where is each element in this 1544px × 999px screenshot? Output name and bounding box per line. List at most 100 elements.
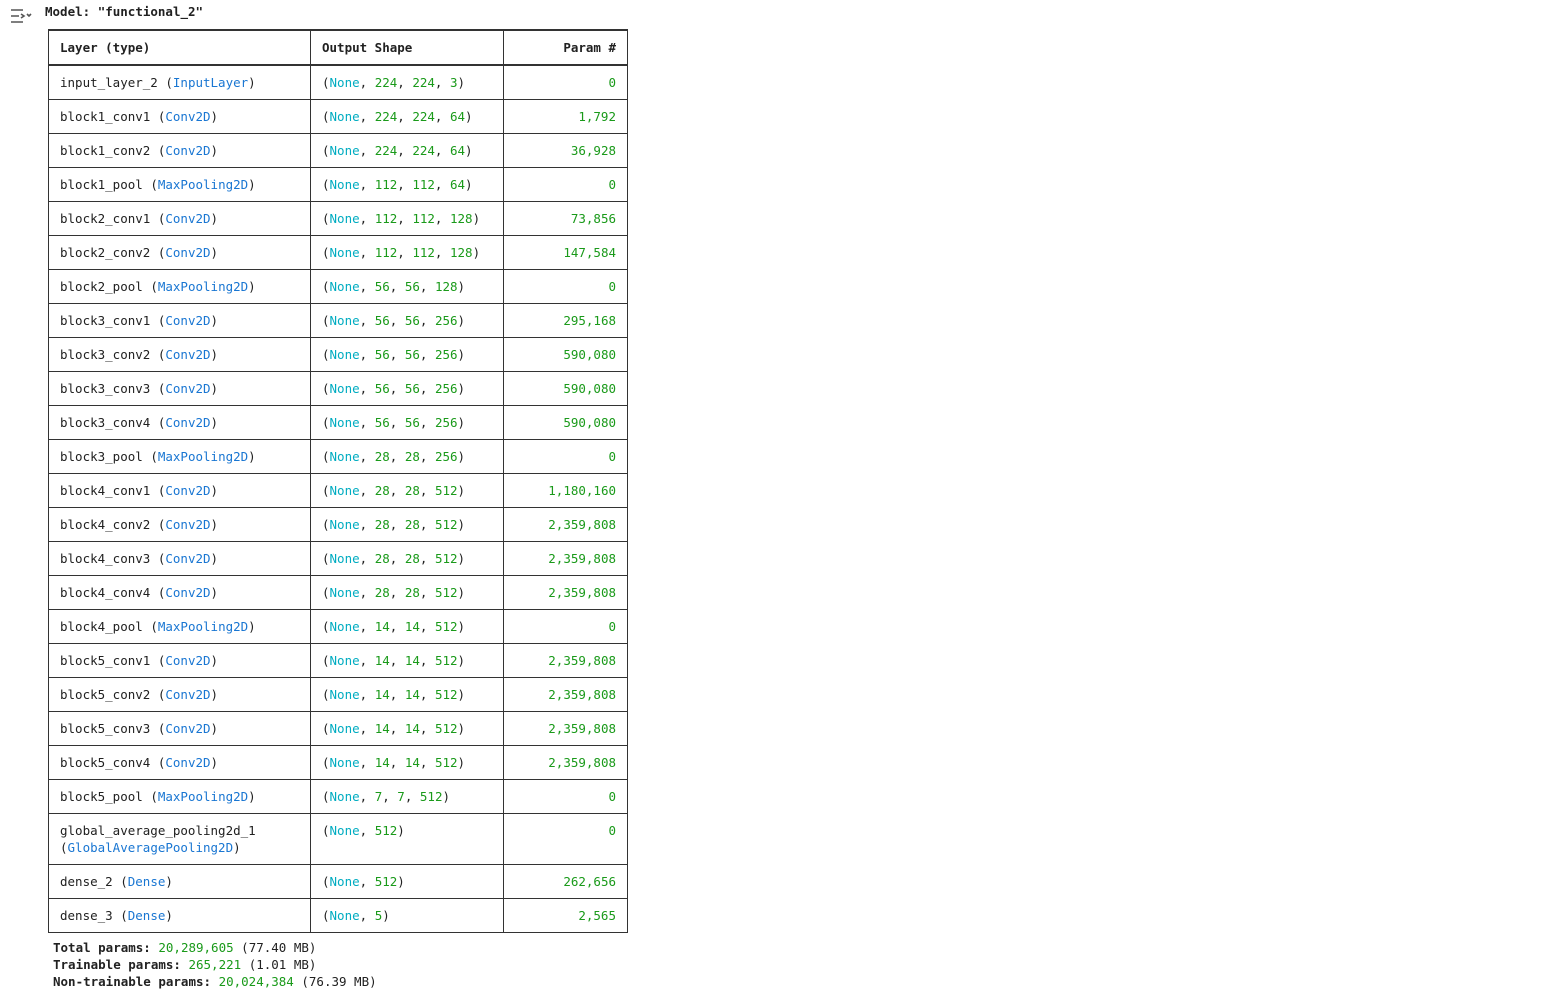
punct: ) (210, 483, 219, 498)
shape-dim: None (329, 381, 360, 396)
punct: ) (457, 551, 466, 566)
punct: ( (322, 279, 330, 294)
punct: ( (322, 381, 330, 396)
shape-dim: 224 (374, 143, 398, 158)
layer-type: MaxPooling2D (157, 619, 249, 634)
punct: ) (397, 874, 405, 889)
punct: ) (442, 789, 450, 804)
shape-dim: 128 (449, 245, 473, 260)
column-header: Output Shape (310, 29, 504, 66)
punct: , (419, 721, 435, 736)
punct: , (389, 517, 405, 532)
layer-name: block5_conv1 (60, 653, 151, 668)
shape-dim: 112 (374, 245, 398, 260)
punct: , (359, 109, 375, 124)
shape-dim: 56 (404, 279, 420, 294)
punct: ( (157, 755, 166, 770)
punct: ( (322, 653, 330, 668)
punct: ( (157, 347, 166, 362)
punct: , (419, 653, 435, 668)
layer-name: block1_conv1 (60, 109, 151, 124)
shape-cell: (None, 7, 7, 512) (310, 779, 504, 814)
layer-name: block5_conv2 (60, 687, 151, 702)
layer-cell: dense_2 (Dense) (48, 864, 311, 899)
punct: ( (165, 75, 173, 90)
punct: ) (248, 789, 256, 804)
layer-cell: block3_conv4 (Conv2D) (48, 405, 311, 440)
shape-dim: 224 (412, 75, 435, 90)
punct: ( (150, 789, 158, 804)
punct: , (419, 415, 435, 430)
punct: , (404, 789, 420, 804)
shape-cell: (None, 112, 112, 64) (310, 167, 504, 202)
punct: ) (248, 75, 256, 90)
punct: ) (465, 177, 473, 192)
punct: , (419, 517, 435, 532)
layer-cell: block5_conv3 (Conv2D) (48, 711, 311, 746)
shape-dim: 28 (374, 551, 390, 566)
punct: , (434, 177, 450, 192)
layer-type: Conv2D (165, 653, 211, 668)
punct: ) (210, 245, 219, 260)
punct: , (359, 551, 375, 566)
punct: ( (322, 789, 330, 804)
shape-dim: 112 (412, 245, 435, 260)
param-cell: 2,359,808 (503, 745, 628, 780)
layer-cell: block3_pool (MaxPooling2D) (48, 439, 311, 474)
punct: , (359, 245, 375, 260)
shape-dim: 14 (374, 619, 390, 634)
punct: ( (157, 313, 166, 328)
param-cell: 0 (503, 167, 628, 202)
layer-name: block3_conv4 (60, 415, 151, 430)
output-toggle-icon[interactable] (9, 6, 33, 26)
punct: ( (322, 75, 330, 90)
layer-row: block5_conv4 (Conv2D) (None, 14, 14, 512)… (48, 745, 628, 780)
punct: ) (457, 721, 466, 736)
shape-cell: (None, 112, 112, 128) (310, 235, 504, 270)
punct: ) (457, 653, 466, 668)
summary-line: Total params: 20,289,605 (77.40 MB) (53, 939, 377, 956)
punct: ( (157, 517, 166, 532)
summary-value: 20,289,605 (158, 940, 234, 955)
layer-type: MaxPooling2D (157, 789, 249, 804)
punct: , (434, 109, 450, 124)
punct: ( (150, 619, 158, 634)
shape-dim: 7 (374, 789, 383, 804)
shape-cell: (None, 224, 224, 64) (310, 99, 504, 134)
shape-dim: None (329, 908, 360, 923)
model-title: Model: "functional_2" (45, 4, 203, 19)
layer-row: dense_2 (Dense) (None, 512) 262,656 (48, 864, 628, 899)
punct: ( (322, 449, 330, 464)
shape-cell: (None, 56, 56, 256) (310, 371, 504, 406)
shape-dim: 512 (434, 653, 458, 668)
shape-cell: (None, 28, 28, 512) (310, 541, 504, 576)
layer-type: Conv2D (165, 381, 211, 396)
layer-name: block4_conv2 (60, 517, 151, 532)
punct: ( (150, 177, 158, 192)
shape-dim: None (329, 585, 360, 600)
summary-label: Non-trainable params: (53, 974, 212, 989)
punct: , (434, 143, 450, 158)
punct: , (389, 721, 405, 736)
punct: , (397, 177, 413, 192)
layer-name: block4_pool (60, 619, 143, 634)
param-cell: 2,565 (503, 898, 628, 933)
shape-dim: None (329, 143, 360, 158)
layer-name: input_layer_2 (60, 75, 158, 90)
shape-dim: None (329, 551, 360, 566)
shape-dim: 14 (374, 721, 390, 736)
punct: ) (457, 619, 466, 634)
layer-cell: block1_pool (MaxPooling2D) (48, 167, 311, 202)
shape-dim: None (329, 109, 360, 124)
punct: ( (322, 517, 330, 532)
punct: , (389, 551, 405, 566)
param-summary: Total params: 20,289,605 (77.40 MB) Train… (53, 939, 377, 990)
summary-label: Trainable params: (53, 957, 181, 972)
punct: , (419, 381, 435, 396)
shape-dim: 56 (374, 381, 390, 396)
param-cell: 1,180,160 (503, 473, 628, 508)
punct: ( (150, 279, 158, 294)
header-row: Layer (type) Output Shape Param # (48, 29, 628, 66)
layer-cell: block3_conv2 (Conv2D) (48, 337, 311, 372)
